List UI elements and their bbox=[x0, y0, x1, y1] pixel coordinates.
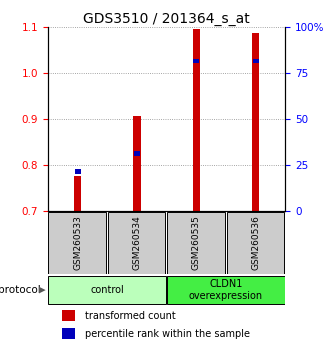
Bar bbox=[62, 310, 75, 321]
Text: protocol: protocol bbox=[0, 285, 41, 295]
Text: GSM260533: GSM260533 bbox=[73, 215, 82, 270]
Text: GSM260534: GSM260534 bbox=[132, 215, 142, 270]
Bar bbox=[49, 276, 166, 304]
Bar bbox=[62, 329, 75, 339]
Bar bbox=[193, 59, 199, 63]
Text: CLDN1
overexpression: CLDN1 overexpression bbox=[189, 279, 263, 301]
Bar bbox=[75, 170, 81, 174]
Bar bbox=[227, 212, 284, 274]
Bar bbox=[193, 29, 200, 211]
Text: GSM260536: GSM260536 bbox=[251, 215, 260, 270]
Bar bbox=[134, 151, 140, 156]
Bar bbox=[253, 59, 259, 63]
Text: transformed count: transformed count bbox=[85, 311, 176, 321]
Bar bbox=[167, 212, 225, 274]
Text: GSM260535: GSM260535 bbox=[192, 215, 201, 270]
Bar bbox=[49, 212, 106, 274]
Title: GDS3510 / 201364_s_at: GDS3510 / 201364_s_at bbox=[83, 12, 250, 25]
Bar bbox=[74, 176, 81, 211]
Bar bbox=[167, 276, 285, 304]
Bar bbox=[133, 116, 141, 211]
Text: control: control bbox=[90, 285, 124, 295]
Text: percentile rank within the sample: percentile rank within the sample bbox=[85, 329, 250, 339]
Bar bbox=[252, 34, 259, 211]
Bar bbox=[108, 212, 165, 274]
